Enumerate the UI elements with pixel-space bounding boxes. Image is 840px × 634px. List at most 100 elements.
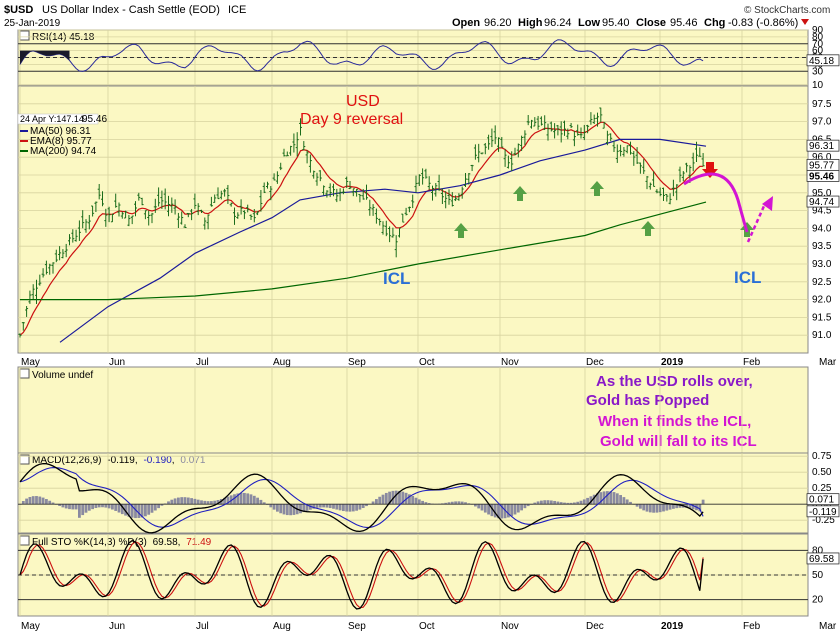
macd-histogram-bar <box>61 504 65 508</box>
value-box <box>806 552 840 565</box>
macd-histogram-bar <box>411 495 415 505</box>
macd-panel: MACD(12,26,9) -0.119, -0.190, 0.071 <box>17 452 809 534</box>
x-tick-label-bottom: Oct <box>419 621 435 632</box>
macd-histogram-bar <box>74 504 78 510</box>
macd-histogram-bar <box>450 501 454 505</box>
macd-histogram-bar <box>289 504 292 516</box>
x-tick-label-bottom: Sep <box>348 621 366 632</box>
macd-histogram-bar <box>612 492 616 505</box>
macd-histogram-bar <box>285 504 289 516</box>
macd-histogram-bar <box>510 504 514 517</box>
macd-histogram-bar <box>691 504 695 510</box>
y-tick-label: 30 <box>812 66 824 77</box>
rsi-panel: RSI(14) 45.18 <box>17 29 809 86</box>
instrument-name: US Dollar Index - Cash Settle (EOD) <box>42 4 220 16</box>
macd-histogram-bar <box>117 504 121 513</box>
macd-title: MACD(12,26,9) -0.119, -0.190, 0.071 <box>32 455 206 466</box>
sto-collapse-icon[interactable] <box>19 535 30 546</box>
macd-histogram-bar <box>21 500 25 505</box>
macd-histogram-bar <box>526 504 530 507</box>
macd-histogram-bar <box>325 504 329 508</box>
x-tick-label: Oct <box>419 357 435 368</box>
macd-histogram-bar <box>269 504 273 508</box>
macd-histogram-bar <box>639 504 642 509</box>
value-box <box>806 195 840 208</box>
macd-histogram-bar <box>586 497 589 505</box>
macd-histogram-bar <box>48 500 52 505</box>
macd-histogram-bar <box>355 504 358 511</box>
macd-histogram-bar <box>302 504 306 513</box>
macd-histogram-bar <box>41 497 45 505</box>
rsi-collapse-icon[interactable] <box>19 30 30 41</box>
macd-sep-2: , <box>172 455 175 466</box>
close-label: Close <box>636 17 666 29</box>
macd-histogram-bar <box>477 504 481 509</box>
value-box-label: 45.18 <box>809 56 834 67</box>
macd-histogram-bar <box>460 501 464 505</box>
y-tick-label: 95.0 <box>812 188 832 199</box>
crosshair-readout: 24 Apr Y:147.14 <box>20 114 84 124</box>
x-tick-label-bottom: Jul <box>196 621 209 632</box>
macd-histogram-bar <box>536 501 540 505</box>
macd-histogram-bar <box>107 504 111 509</box>
macd-histogram-bar <box>556 501 560 505</box>
macd-histogram-bar <box>342 504 345 512</box>
macd-histogram-bar <box>292 504 296 515</box>
x-tick-label: 2019 <box>661 357 684 368</box>
x-tick-label: May <box>21 357 40 368</box>
crosshair-readout-box <box>17 113 99 125</box>
macd-histogram-bar <box>678 504 682 508</box>
green-up-arrow-icon <box>641 221 655 236</box>
macd-histogram-bar <box>236 493 240 505</box>
x-tick-label-bottom: Mar <box>819 621 837 632</box>
macd-histogram-bar <box>444 502 448 505</box>
macd-histogram-bar <box>592 494 596 505</box>
macd-histogram-bar <box>606 491 609 505</box>
macd-line <box>19 462 704 534</box>
value-box-label: 94.74 <box>809 197 834 208</box>
y-tick-label: 60 <box>812 46 824 57</box>
macd-histogram-bar <box>540 500 543 505</box>
macd-histogram-bar <box>243 492 246 505</box>
macd-histogram-bar <box>170 499 174 505</box>
volume-collapse-icon[interactable] <box>19 368 30 379</box>
y-tick-label: 92.5 <box>812 277 832 288</box>
macd-histogram-bar <box>543 500 547 505</box>
macd-histogram-bar <box>94 504 98 508</box>
macd-histogram-bar <box>672 504 675 509</box>
macd-histogram-bar <box>391 490 395 505</box>
macd-histogram-bar <box>424 502 428 505</box>
value-box-label: 96.31 <box>809 141 834 152</box>
macd-histogram-bar <box>318 504 322 508</box>
x-tick-label: Jul <box>196 357 209 368</box>
note-line-3: When it finds the ICL, <box>598 413 751 430</box>
annotation-usd-title: USD <box>346 93 380 110</box>
symbol-label: $USD <box>4 4 33 16</box>
macd-histogram-bar <box>216 500 220 505</box>
macd-histogram-bar <box>576 501 580 505</box>
macd-histogram-bar <box>206 501 210 505</box>
macd-histogram-bar <box>375 499 378 505</box>
macd-histogram-bar <box>662 504 665 512</box>
macd-histogram-bar <box>457 501 461 505</box>
ma50-legend: MA(50) 96.31 <box>30 126 91 137</box>
macd-histogram-bar <box>655 504 659 513</box>
macd-histogram-bar <box>609 491 613 505</box>
value-box <box>806 505 840 518</box>
low-value: 95.40 <box>602 17 630 29</box>
y-tick-label: 97.5 <box>812 99 832 110</box>
down-triangle-icon <box>801 19 809 25</box>
macd-histogram-bar <box>223 497 226 505</box>
macd-histogram-bar <box>648 504 652 513</box>
macd-histogram-bar <box>358 504 362 510</box>
macd-histogram-bar <box>599 492 603 505</box>
x-tick-label-bottom: 2019 <box>661 621 684 632</box>
macd-histogram-bar <box>84 504 88 513</box>
macd-histogram-bar <box>523 504 527 509</box>
macd-histogram-bar <box>408 494 411 505</box>
macd-histogram-bar <box>239 492 243 505</box>
macd-histogram-bar <box>642 504 646 511</box>
macd-histogram-bar <box>137 504 141 519</box>
macd-histogram-bar <box>490 504 494 517</box>
x-tick-label: Nov <box>501 357 519 368</box>
